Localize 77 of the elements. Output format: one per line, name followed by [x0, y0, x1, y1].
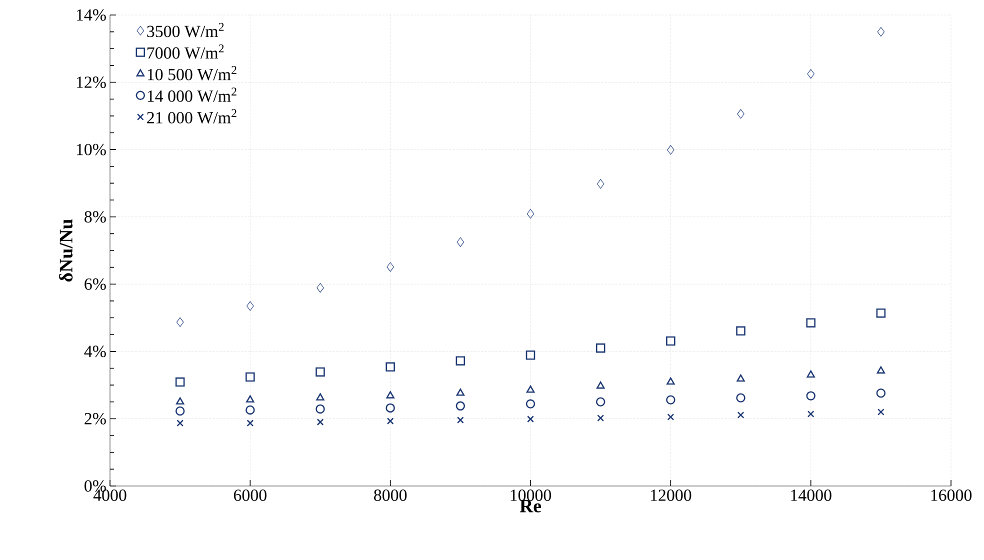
y-tick-label: 8%	[84, 211, 106, 223]
legend-label: 7000 W/m$^{2}$	[148, 44, 224, 59]
point	[246, 372, 255, 382]
y-tick-label: 4%	[84, 346, 106, 358]
x-tick-label: 6000	[234, 490, 266, 501]
point	[596, 343, 606, 353]
point	[737, 109, 744, 119]
point	[456, 237, 464, 247]
point	[316, 404, 325, 414]
point	[736, 393, 746, 402]
point	[666, 336, 676, 346]
point	[386, 418, 394, 425]
x-tick-label: 12000	[650, 490, 692, 501]
point	[176, 317, 184, 327]
y-tick-label: 0%	[84, 480, 106, 492]
point	[736, 326, 746, 336]
point	[667, 414, 674, 420]
point	[526, 350, 536, 360]
point	[456, 356, 466, 366]
point	[456, 416, 464, 424]
y-tick-label: 2%	[84, 412, 106, 424]
point	[666, 377, 675, 385]
x-axis-title: Re	[520, 500, 542, 512]
point	[807, 69, 815, 79]
point	[175, 377, 185, 387]
legend-label: 10 500 W/m$^{2}$	[148, 66, 236, 80]
point	[246, 395, 254, 403]
y-tick-label: 14%	[76, 9, 106, 21]
point	[386, 391, 394, 398]
point	[806, 391, 816, 400]
point	[597, 414, 604, 422]
point	[246, 301, 254, 311]
point	[386, 262, 394, 272]
point	[526, 209, 534, 219]
point	[386, 362, 395, 372]
legend-label: 3500 W/m$^{2}$	[147, 22, 224, 38]
point	[456, 388, 465, 396]
y-tick-label: 6%	[84, 278, 106, 290]
x-tick-label: 14000	[791, 490, 832, 501]
point	[876, 308, 886, 318]
point	[176, 420, 184, 427]
point	[876, 388, 886, 398]
point	[806, 370, 815, 378]
point	[526, 385, 535, 393]
point	[736, 374, 745, 382]
point	[596, 179, 604, 189]
point	[176, 397, 184, 405]
point	[737, 412, 744, 418]
x-tick-label: 16000	[931, 490, 972, 501]
point	[316, 367, 325, 377]
point	[807, 410, 814, 418]
point	[246, 405, 255, 415]
point	[596, 397, 606, 407]
point	[806, 318, 816, 328]
legend-label: 14 000 W/m$^{2}$	[148, 88, 236, 102]
y-axis-title: δNu/Nu	[59, 219, 73, 282]
point	[876, 366, 886, 374]
point	[526, 399, 536, 409]
legend-label: 21 000 W/m$^{2}$	[147, 109, 236, 124]
point	[386, 403, 395, 413]
point	[316, 283, 324, 293]
point	[456, 401, 466, 411]
point	[175, 406, 185, 416]
point	[527, 416, 534, 423]
point	[877, 408, 884, 416]
point	[316, 418, 324, 426]
x-tick-label: 10000	[510, 490, 552, 501]
point	[316, 393, 324, 400]
point	[666, 395, 676, 405]
y-tick-label: 12%	[76, 76, 106, 88]
point	[596, 381, 605, 389]
x-tick-label: 8000	[374, 490, 407, 501]
point	[667, 145, 674, 155]
point	[246, 420, 254, 427]
point	[877, 27, 885, 37]
x-tick-label: 4000	[93, 490, 126, 501]
y-tick-label: 10%	[76, 144, 106, 156]
